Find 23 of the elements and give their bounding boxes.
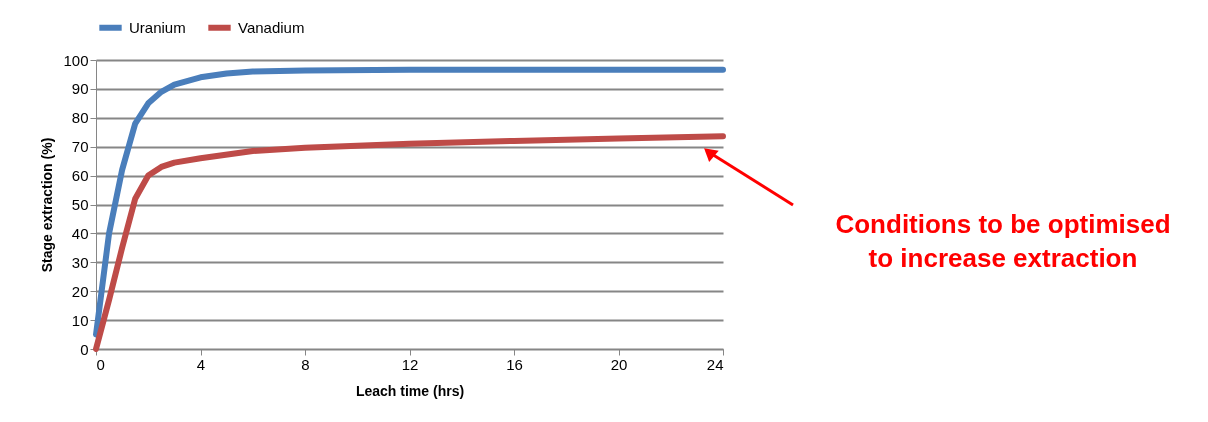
legend-label: Uranium bbox=[129, 18, 186, 36]
x-tick-label: 8 bbox=[301, 355, 310, 373]
x-axis-title: Leach time (hrs) bbox=[355, 382, 465, 399]
y-tick-label: 50 bbox=[71, 196, 89, 213]
x-tick-label: 0 bbox=[96, 355, 105, 373]
y-tick-label: 90 bbox=[71, 80, 89, 98]
y-tick-label: 60 bbox=[71, 167, 89, 185]
y-tick-label: 100 bbox=[63, 51, 89, 69]
x-tick-label: 20 bbox=[610, 355, 628, 373]
x-tick-label: 24 bbox=[706, 355, 724, 373]
text: Conditions to be optimised to increase extraction bbox=[835, 209, 1171, 273]
y-tick-label: 30 bbox=[71, 253, 89, 271]
y-tick-label: 20 bbox=[71, 282, 89, 300]
y-tick-label: 10 bbox=[71, 311, 89, 329]
y-tick-label: 0 bbox=[80, 340, 89, 358]
legend-label: Vanadium bbox=[238, 18, 305, 36]
y-tick-label: 80 bbox=[71, 109, 89, 127]
y-tick-label: 40 bbox=[71, 224, 89, 242]
x-tick-label: 4 bbox=[196, 355, 206, 373]
x-tick-label: 12 bbox=[401, 355, 419, 373]
y-tick-label: 70 bbox=[71, 138, 89, 156]
x-tick-label: 16 bbox=[506, 355, 523, 373]
y-axis-title: Stage extraction (%) bbox=[39, 137, 56, 273]
